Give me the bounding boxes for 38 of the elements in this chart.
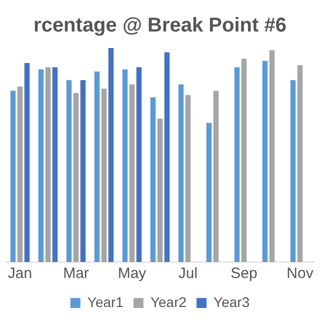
x-tick-label: Nov <box>286 265 314 282</box>
x-tick-label: Mar <box>63 265 89 282</box>
x-tick-label: Sep <box>230 265 258 282</box>
bar <box>290 80 296 262</box>
bar <box>213 90 219 262</box>
x-tick-label: Jan <box>8 265 32 282</box>
bar <box>206 122 212 262</box>
bar <box>52 67 58 262</box>
bar <box>262 60 268 262</box>
bar <box>73 92 79 262</box>
x-tick-label: Jul <box>178 265 198 282</box>
bar <box>122 69 128 262</box>
chart-title: rcentage @ Break Point #6 <box>34 14 286 37</box>
legend-label: Year3 <box>214 294 250 310</box>
bar <box>66 80 72 262</box>
bar <box>17 86 23 262</box>
bar <box>80 80 86 262</box>
legend-label: Year2 <box>150 294 187 310</box>
bar <box>24 62 30 262</box>
bar <box>185 95 191 262</box>
bar <box>94 72 100 262</box>
bar <box>178 84 184 262</box>
bar <box>101 88 107 262</box>
bar <box>45 67 51 262</box>
bar <box>10 90 16 262</box>
bar <box>241 58 247 262</box>
bar <box>297 65 303 262</box>
bar <box>38 69 44 262</box>
bar <box>164 52 170 262</box>
bar <box>234 67 240 262</box>
bar <box>129 84 135 262</box>
bar <box>269 50 275 262</box>
bar <box>150 97 156 262</box>
legend-label: Year1 <box>87 294 124 310</box>
bar <box>157 118 163 262</box>
bar <box>136 67 142 262</box>
bar <box>108 48 114 262</box>
x-tick-label: May <box>118 265 147 282</box>
